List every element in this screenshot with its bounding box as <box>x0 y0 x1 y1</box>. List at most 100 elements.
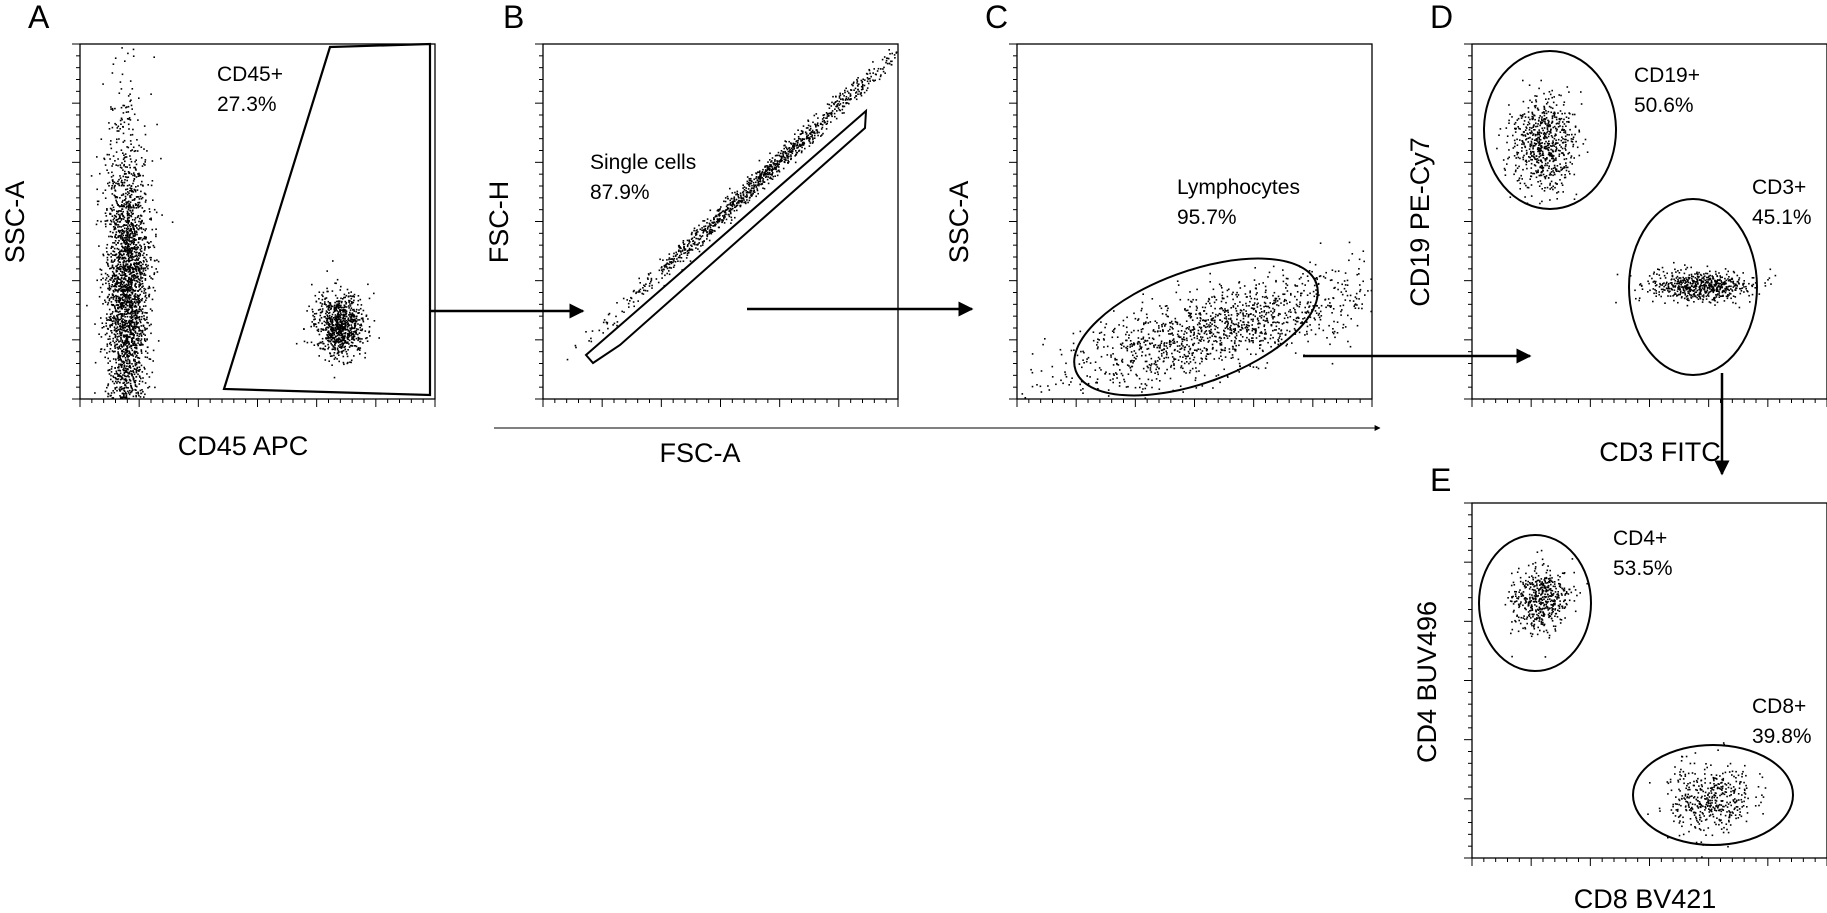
event-dot <box>1541 112 1544 114</box>
event-dot <box>1715 282 1717 285</box>
event-dot <box>1706 801 1708 804</box>
event-dot <box>895 52 898 54</box>
event-dot <box>659 258 661 261</box>
event-dot <box>626 299 628 301</box>
event-dot <box>331 334 334 336</box>
event-dot <box>738 199 740 202</box>
event-dot <box>777 151 780 154</box>
event-dot <box>1671 275 1674 277</box>
event-dot <box>1678 288 1681 290</box>
event-dot <box>1718 783 1720 785</box>
event-dot <box>836 100 839 102</box>
event-dot <box>1550 593 1553 596</box>
event-dot <box>1133 360 1135 362</box>
event-dot <box>1572 136 1575 139</box>
event-dot <box>1727 782 1730 784</box>
event-dot <box>1532 126 1535 128</box>
event-dot <box>1541 119 1543 122</box>
event-dot <box>1724 282 1727 285</box>
event-dot <box>1722 742 1725 744</box>
event-dot <box>1142 328 1144 330</box>
event-dot <box>1714 777 1716 779</box>
event-dot <box>1270 345 1272 348</box>
event-dot <box>1546 142 1549 145</box>
event-dot <box>1530 617 1532 619</box>
event-dot <box>1713 283 1716 286</box>
event-dot <box>1509 196 1512 198</box>
event-dot <box>1519 128 1521 130</box>
event-dot <box>783 156 785 159</box>
event-dot <box>1290 292 1292 295</box>
event-dot <box>668 257 671 259</box>
event-dot <box>1543 114 1546 117</box>
event-dot <box>1739 811 1741 813</box>
event-dot <box>840 98 842 101</box>
event-dot <box>1700 820 1703 822</box>
event-dot <box>1534 143 1537 146</box>
event-dot <box>1767 279 1769 281</box>
event-dot <box>1234 349 1236 352</box>
event-dot <box>1533 595 1536 597</box>
event-dot <box>742 184 744 186</box>
event-dot <box>1238 282 1240 284</box>
event-dot <box>359 298 362 301</box>
event-dot <box>1536 107 1539 110</box>
event-dot <box>865 89 868 92</box>
event-dot <box>1540 149 1543 152</box>
event-dot <box>1257 320 1260 322</box>
event-dot <box>1544 135 1546 137</box>
event-dot <box>1295 317 1298 320</box>
event-dot <box>1539 149 1541 152</box>
event-dot <box>753 178 755 181</box>
event-dot <box>1562 191 1564 193</box>
event-dot <box>726 195 729 198</box>
event-dot <box>1531 115 1533 118</box>
event-dot <box>1726 795 1728 798</box>
event-dot <box>1659 284 1662 286</box>
event-dot <box>1320 304 1323 307</box>
event-dot <box>642 287 644 289</box>
event-dot <box>1542 584 1545 587</box>
event-dot <box>1104 326 1106 329</box>
event-dot <box>1570 591 1573 594</box>
event-dot <box>869 72 871 75</box>
event-dot <box>1698 271 1700 274</box>
event-dot <box>1680 279 1682 282</box>
event-dot <box>1072 342 1075 345</box>
event-dot <box>1732 280 1735 283</box>
event-dot <box>1145 370 1148 373</box>
event-dot <box>1725 295 1728 298</box>
event-dot <box>1690 266 1692 269</box>
event-dot <box>1560 94 1562 97</box>
event-dot <box>753 191 756 193</box>
event-dot <box>1571 558 1574 560</box>
event-dot <box>1718 294 1720 296</box>
event-dot <box>713 217 715 219</box>
event-dot <box>1170 332 1173 335</box>
event-dot <box>845 102 847 105</box>
event-dot <box>1560 182 1563 185</box>
event-dot <box>1314 277 1317 280</box>
event-dot <box>1741 775 1743 778</box>
event-dot <box>718 220 721 222</box>
event-dot <box>1137 337 1140 339</box>
event-dot <box>1122 325 1125 327</box>
event-dot <box>1691 289 1693 292</box>
event-dot <box>1699 805 1701 808</box>
event-dot <box>1230 314 1233 316</box>
event-dot <box>1557 142 1559 144</box>
event-dot <box>1269 337 1272 340</box>
event-dot <box>1522 581 1524 584</box>
event-dot <box>1517 156 1520 159</box>
event-dot <box>1695 817 1698 820</box>
event-dot <box>1300 294 1302 297</box>
event-dot <box>1191 319 1194 321</box>
event-dot <box>1513 173 1515 176</box>
event-dot <box>1250 307 1253 309</box>
event-dot <box>1169 321 1171 324</box>
event-dot <box>1560 174 1563 176</box>
event-dot <box>1140 383 1143 385</box>
event-dot <box>1729 280 1732 282</box>
event-dot <box>1685 787 1687 790</box>
event-dot <box>1538 174 1541 177</box>
